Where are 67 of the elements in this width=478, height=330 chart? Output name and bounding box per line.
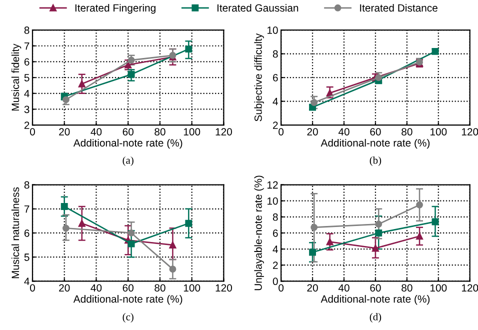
y-tick-label: 10 (267, 197, 278, 205)
x-tick-label: 60 (122, 128, 134, 136)
y-tick-label: 7 (24, 206, 30, 213)
y-tick-label: 4 (272, 98, 278, 106)
y-tick-label: 3 (24, 106, 30, 114)
x-tick-label: 120 (216, 284, 232, 292)
x-tick-label: 120 (462, 128, 478, 136)
x-tick-label: 20 (59, 128, 70, 136)
y-axis-title: Subjective difficulty (254, 33, 264, 122)
legend-label: Iterated Gaussian (217, 4, 298, 12)
x-tick-label: 120 (462, 284, 478, 292)
legend-label: Iterated Distance (360, 4, 438, 12)
y-tick-label: 6 (273, 74, 278, 82)
y-tick-label: 5 (24, 254, 30, 261)
x-tick-label: 60 (370, 284, 381, 292)
y-tick-label: 8 (272, 50, 278, 58)
x-tick-label: 40 (90, 284, 102, 292)
y-tick-label: 8 (24, 181, 30, 189)
y-tick-label: 4 (24, 278, 30, 285)
x-tick-label: 0 (30, 284, 35, 292)
y-axis-title: Unplayable-note rate (%) (254, 176, 264, 290)
x-tick-label: 40 (338, 284, 350, 292)
x-tick-label: 20 (307, 128, 318, 136)
y-tick-label: 6 (24, 229, 30, 237)
x-tick-label: 0 (30, 128, 35, 136)
text: (b) (370, 156, 382, 166)
y-tick-label: 7 (24, 42, 30, 50)
x-tick-label: 0 (278, 284, 284, 292)
x-tick-label: 80 (154, 128, 166, 136)
x-axis-title: Additional-note rate (%) (73, 138, 182, 149)
text: (c) (122, 313, 134, 322)
x-tick-label: 80 (402, 284, 412, 292)
y-tick-label: 4 (272, 246, 278, 253)
text: (a) (122, 156, 134, 166)
x-tick-label: 20 (59, 284, 70, 292)
x-tick-label: 60 (370, 128, 381, 136)
y-tick-label: 12 (267, 181, 278, 189)
y-tick-label: 8 (24, 26, 30, 34)
y-tick-label: 8 (272, 213, 278, 221)
x-tick-label: 100 (184, 128, 200, 136)
x-tick-label: 100 (184, 284, 200, 292)
y-tick-label: 10 (267, 26, 278, 34)
y-tick-label: 2 (24, 122, 30, 129)
text: (d) (370, 313, 382, 322)
y-tick-label: 2 (273, 262, 278, 269)
y-tick-label: 6 (24, 58, 30, 66)
x-tick-label: 20 (307, 284, 318, 292)
x-tick-label: 80 (402, 128, 412, 136)
x-tick-label: 120 (216, 128, 232, 136)
x-tick-label: 40 (338, 128, 350, 136)
x-tick-label: 100 (430, 128, 447, 136)
legend-label: Iterated Fingering (75, 4, 156, 14)
x-tick-label: 80 (154, 284, 166, 292)
x-axis-title: Additional-note rate (%) (320, 295, 430, 305)
x-tick-label: 100 (430, 284, 447, 292)
y-tick-label: 5 (24, 74, 30, 82)
x-axis-title: Additional-note rate (%) (73, 295, 182, 305)
x-tick-label: 40 (90, 128, 102, 136)
y-axis-title: Musical naturalness (11, 187, 20, 278)
y-tick-label: 4 (24, 90, 30, 98)
x-axis-title: Additional-note rate (%) (320, 138, 430, 149)
y-tick-label: 6 (273, 229, 278, 237)
y-tick-label: 0 (272, 278, 278, 286)
x-tick-label: 0 (278, 128, 284, 136)
y-tick-label: 2 (273, 122, 278, 129)
x-tick-label: 60 (122, 284, 134, 292)
y-axis-title: Musical fidelity (11, 44, 22, 111)
